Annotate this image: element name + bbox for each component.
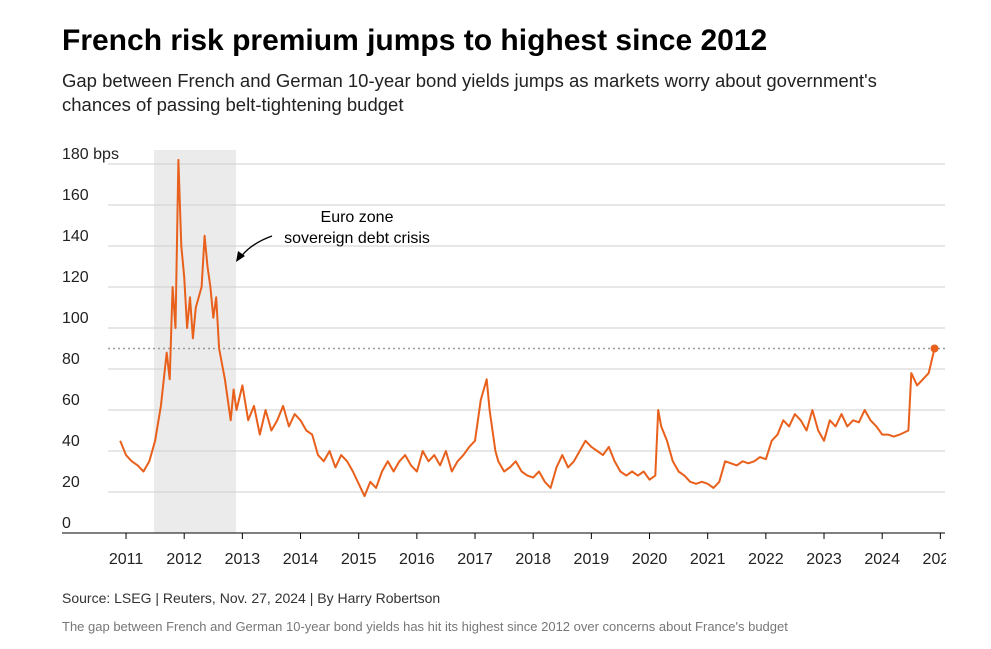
x-tick-label: 2021 — [690, 551, 726, 568]
x-tick-label: 2020 — [632, 551, 668, 568]
y-tick-label: 140 — [62, 228, 89, 245]
y-tick-label: 180 bps — [62, 146, 119, 163]
y-tick-label: 60 — [62, 392, 80, 409]
x-tick-label: 2012 — [166, 551, 202, 568]
y-tick-label: 0 — [62, 515, 71, 532]
x-tick-label: 2015 — [341, 551, 377, 568]
y-tick-label: 120 — [62, 269, 89, 286]
x-tick-label: 2024 — [864, 551, 900, 568]
y-tick-label: 100 — [62, 310, 89, 327]
y-tick-label: 160 — [62, 187, 89, 204]
end-marker — [930, 344, 939, 353]
x-axis-labels: 2011 2012 2013 2014 2015 2016 2017 2018 2019 2020… — [109, 551, 959, 568]
note: The gap between French and German 10-yea… — [62, 619, 788, 634]
shaded-region — [153, 150, 236, 533]
chart-title: French risk premium jumps to highest sin… — [62, 24, 767, 57]
x-tick-label: 2025 — [923, 551, 959, 568]
annotation: sovereign debt crisis — [284, 230, 430, 247]
x-tick-label: 2023 — [806, 551, 842, 568]
x-tick-label: 2011 — [109, 551, 144, 568]
x-tick-label: 2022 — [748, 551, 784, 568]
x-tick-label: 2017 — [457, 551, 493, 568]
annotation-arrow — [239, 235, 273, 259]
x-tick-label: 2018 — [515, 551, 551, 568]
y-tick-label: 80 — [62, 351, 80, 368]
x-tick-label: 2019 — [574, 551, 610, 568]
x-tick-label: 2016 — [399, 551, 435, 568]
y-tick-label: 20 — [62, 474, 80, 491]
annotation: Euro zone — [321, 209, 394, 226]
subtitle: Gap between French and German 10-year bo… — [62, 70, 877, 91]
source: Source: LSEG | Reuters, Nov. 27, 2024 | … — [62, 590, 440, 606]
annotation-arrowhead — [236, 251, 245, 262]
x-tick-label: 2014 — [283, 551, 319, 568]
subtitle: chances of passing belt-tightening budge… — [62, 94, 403, 115]
y-tick-label: 40 — [62, 433, 80, 450]
x-tick-label: 2013 — [225, 551, 261, 568]
line — [119, 158, 936, 498]
